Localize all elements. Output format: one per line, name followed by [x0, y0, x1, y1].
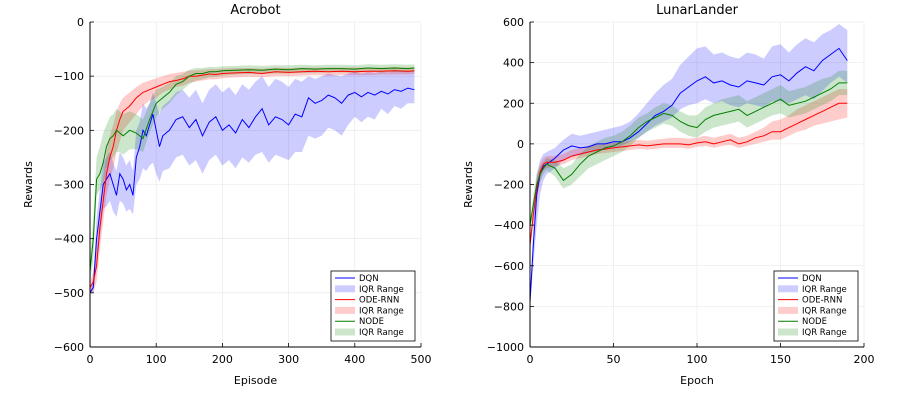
x-tick-label: 0: [87, 353, 94, 366]
x-tick-label: 400: [344, 353, 365, 366]
y-tick-label: −400: [54, 233, 84, 246]
y-tick-label: −100: [54, 70, 84, 83]
lunarlander-ode-rnn-iqr-band: [530, 89, 848, 250]
x-tick-label: 0: [527, 353, 534, 366]
y-tick-label: −800: [494, 300, 524, 313]
legend-label: IQR Range: [802, 285, 847, 295]
x-axis-label: Episode: [234, 374, 277, 387]
x-tick-label: 100: [687, 353, 708, 366]
legend-label: NODE: [802, 317, 827, 327]
y-tick-label: 0: [517, 138, 524, 151]
y-tick-label: 200: [503, 97, 524, 110]
acrobot-panel: 0 100 200 300 400 500 −600 −500 −400 −300 −200 −100…: [22, 3, 432, 387]
legend-band-swatch: [335, 285, 355, 293]
y-axis-label: Rewards: [22, 161, 35, 208]
y-tick-label: −200: [494, 179, 524, 192]
y-tick-label: −1000: [487, 341, 524, 354]
legend-label: ODE-RNN: [359, 296, 399, 306]
legend-label: NODE: [359, 317, 384, 327]
lunarlander-dqn-iqr-band: [530, 24, 848, 307]
x-tick-label: 200: [212, 353, 233, 366]
legend-band-swatch: [778, 306, 798, 314]
lunarlander-ode-rnn-line: [529, 102, 848, 246]
chart-title: LunarLander: [656, 3, 739, 18]
acrobot-node-line: [89, 67, 415, 272]
legend-label: IQR Range: [359, 285, 404, 295]
lunarlander-node-line: [529, 82, 848, 226]
y-axis-label: Rewards: [462, 161, 475, 208]
x-tick-label: 100: [146, 353, 167, 366]
acrobot-dqn-iqr-band: [90, 70, 415, 293]
lunarlander-panel: 0 50 100 150 200 −1000 −800 −600 −400 −200 0 200 400…: [462, 3, 875, 387]
y-tick-label: −400: [494, 219, 524, 232]
legend-label: IQR Range: [802, 306, 847, 316]
y-tick-label: 0: [77, 16, 84, 29]
y-tick-label: −600: [54, 341, 84, 354]
legend-band-swatch: [335, 328, 355, 336]
legend-box: [330, 270, 416, 342]
lunarlander-node-iqr-band: [530, 70, 848, 230]
x-axis-label: Epoch: [680, 374, 714, 387]
legend-label: DQN: [802, 274, 822, 284]
x-tick-label: 150: [770, 353, 791, 366]
legend-band-swatch: [778, 285, 798, 293]
legend-band-swatch: [778, 328, 798, 336]
y-tick-label: −500: [54, 287, 84, 300]
y-tick-label: −300: [54, 179, 84, 192]
chart-title: Acrobot: [230, 3, 280, 18]
x-tick-label: 500: [411, 353, 432, 366]
legend-box: [773, 270, 859, 342]
y-tick-label: −200: [54, 124, 84, 137]
x-tick-label: 50: [607, 353, 621, 366]
x-tick-label: 300: [278, 353, 299, 366]
y-tick-label: −600: [494, 260, 524, 273]
y-tick-label: 600: [503, 16, 524, 29]
y-tick-label: 400: [503, 57, 524, 70]
legend-label: IQR Range: [359, 328, 404, 338]
legend-label: IQR Range: [359, 306, 404, 316]
legend-label: IQR Range: [802, 328, 847, 338]
x-tick-label: 200: [854, 353, 875, 366]
legend-label: DQN: [359, 274, 379, 284]
lunarlander-dqn-line: [529, 47, 848, 303]
legend-band-swatch: [335, 306, 355, 314]
legend-label: ODE-RNN: [802, 296, 842, 306]
acrobot-dqn-line: [89, 87, 415, 294]
